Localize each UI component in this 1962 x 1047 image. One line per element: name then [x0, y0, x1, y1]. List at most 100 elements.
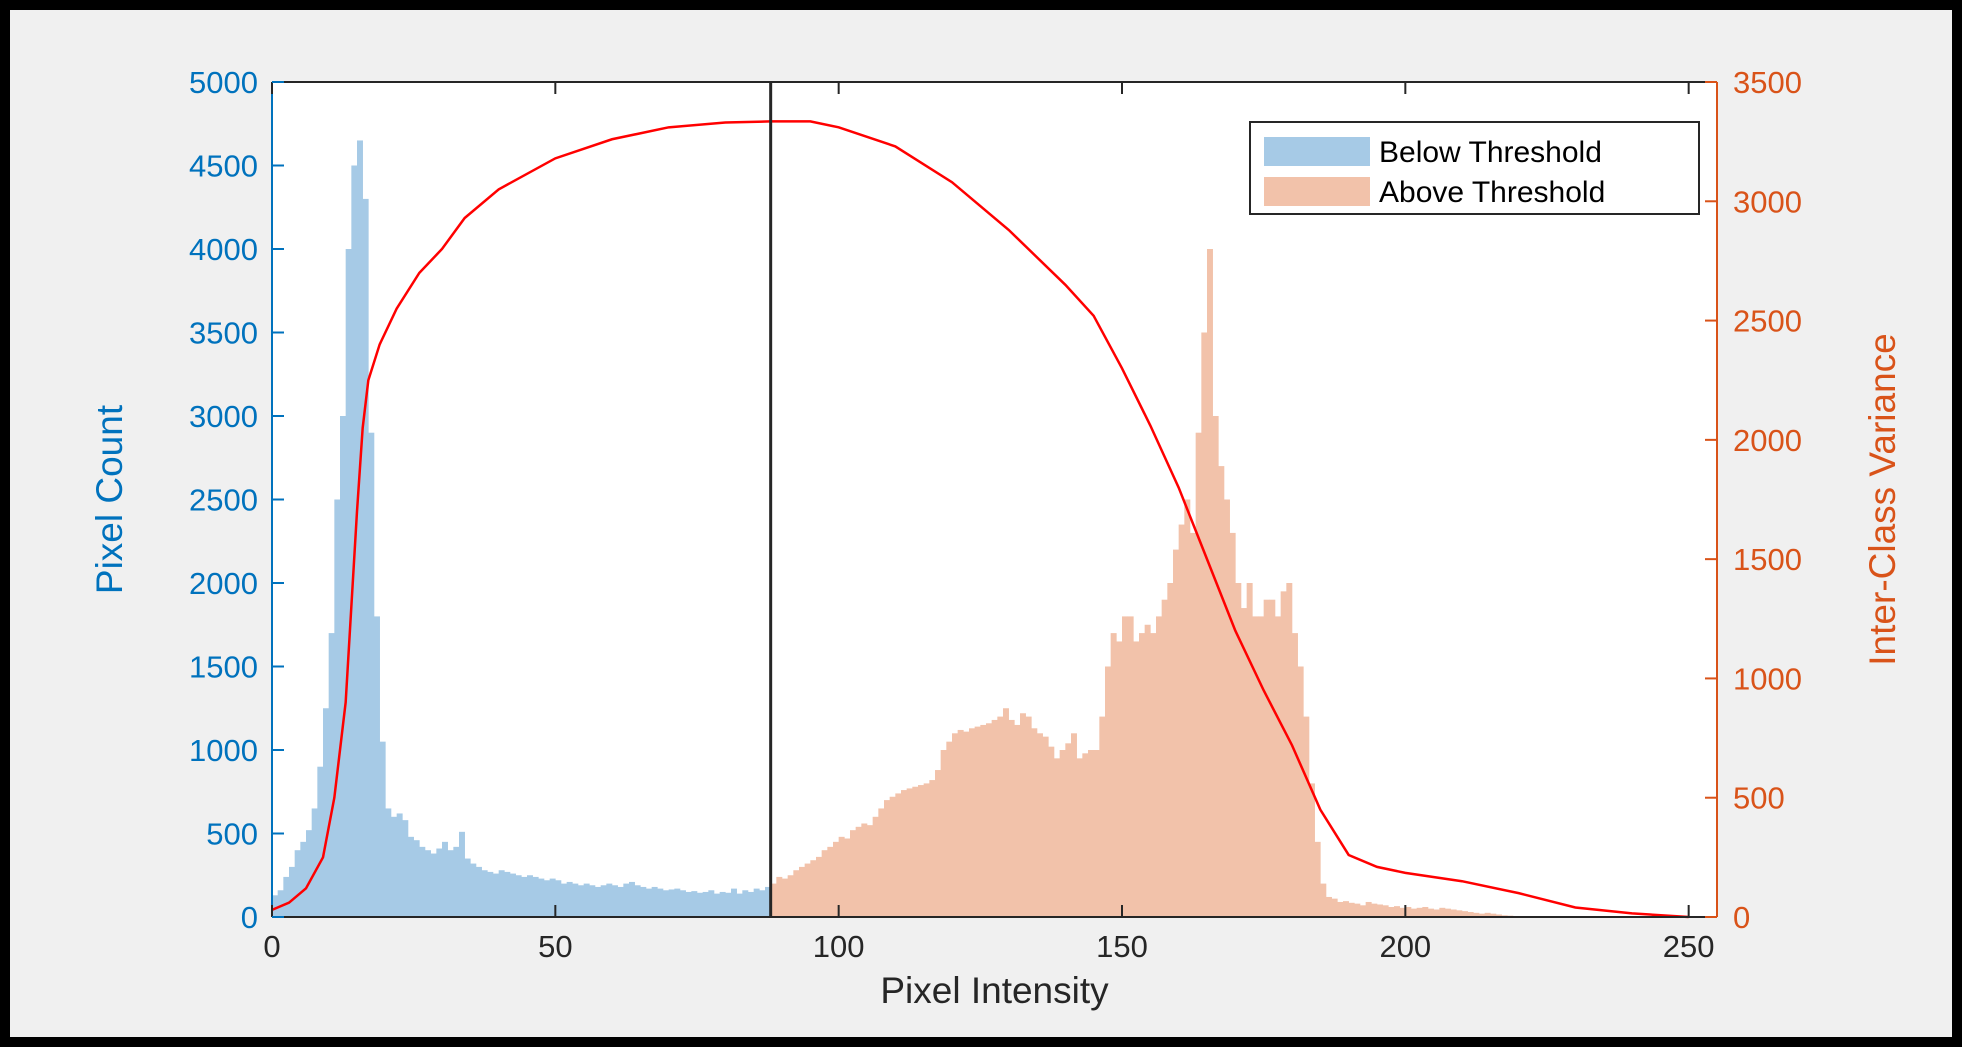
x-axis-label: Pixel Intensity	[880, 970, 1109, 1011]
above-threshold-bar	[1297, 666, 1304, 917]
y-right-tick-label: 2000	[1733, 423, 1802, 458]
legend: Below Threshold Above Threshold	[1249, 121, 1700, 215]
above-threshold-bar	[1218, 466, 1225, 917]
above-threshold-bar	[804, 863, 811, 917]
x-tick-label: 100	[813, 929, 865, 964]
above-threshold-bar	[816, 856, 822, 917]
above-threshold-bar	[850, 830, 856, 917]
below-threshold-bar	[736, 893, 743, 917]
below-threshold-bar	[487, 871, 494, 917]
below-threshold-bar	[345, 249, 352, 917]
above-threshold-bar	[895, 793, 902, 917]
above-threshold-bar	[1422, 906, 1429, 917]
y-left-tick-label: 3000	[189, 399, 258, 434]
below-threshold-bar	[538, 878, 545, 917]
above-threshold-bar	[810, 860, 817, 917]
below-threshold-bar	[453, 846, 460, 917]
below-threshold-bar	[306, 830, 312, 917]
above-threshold-bar	[1003, 708, 1009, 917]
above-threshold-bar	[1122, 616, 1128, 917]
y-axis-left-label: Pixel Count	[89, 404, 130, 594]
above-threshold-bar	[1326, 896, 1332, 917]
below-threshold-bar	[498, 870, 505, 917]
y-left-tick-label: 500	[206, 817, 258, 852]
above-threshold-bar	[1462, 911, 1468, 917]
above-threshold-bar	[1167, 583, 1174, 917]
above-threshold-bar	[923, 783, 930, 917]
below-threshold-bar	[668, 889, 675, 917]
above-threshold-bar	[1184, 499, 1191, 917]
above-threshold-bar	[1116, 641, 1123, 917]
below-threshold-bar	[408, 836, 414, 917]
above-threshold-bar	[1195, 432, 1202, 917]
above-threshold-bar	[1042, 736, 1049, 917]
below-threshold-bar	[544, 880, 550, 917]
above-threshold-bar	[1025, 716, 1032, 917]
above-threshold-bar	[1173, 549, 1179, 917]
below-threshold-bar	[277, 890, 284, 917]
above-threshold-bar	[1246, 583, 1253, 917]
above-threshold-bar	[1490, 913, 1497, 917]
below-threshold-bar	[300, 841, 307, 917]
above-threshold-bar	[1473, 912, 1480, 917]
above-threshold-bar	[1416, 907, 1423, 917]
below-threshold-bar	[510, 873, 516, 917]
y-left-tick-label: 2000	[189, 566, 258, 601]
above-threshold-bar	[1110, 633, 1117, 917]
below-threshold-bar	[742, 890, 749, 917]
above-threshold-bar	[1133, 641, 1140, 917]
above-threshold-bar	[1354, 903, 1361, 917]
x-tick-label: 50	[538, 929, 572, 964]
above-threshold-bar	[872, 816, 879, 917]
below-threshold-bar	[476, 866, 482, 917]
above-threshold-bar	[1439, 907, 1446, 917]
above-threshold-bar	[1235, 583, 1242, 917]
above-threshold-bar	[986, 723, 992, 917]
y-right-tick-label: 0	[1733, 900, 1750, 935]
above-threshold-bar	[1450, 909, 1457, 917]
above-threshold-bar	[1037, 733, 1043, 917]
above-threshold-bar	[1054, 758, 1060, 917]
above-threshold-bar	[1088, 750, 1094, 917]
above-threshold-bar	[782, 878, 788, 917]
below-threshold-bar	[470, 863, 477, 917]
below-threshold-bar	[765, 886, 771, 917]
above-threshold-bar	[1127, 616, 1134, 917]
below-threshold-bar	[311, 808, 318, 917]
below-threshold-bar	[612, 885, 618, 917]
below-threshold-bar	[368, 432, 375, 917]
above-threshold-bar	[793, 870, 800, 917]
below-threshold-bar	[323, 708, 329, 917]
above-threshold-bar	[1445, 908, 1451, 917]
above-threshold-bar	[935, 770, 941, 917]
below-threshold-bar	[646, 888, 652, 917]
y-right-tick-label: 3000	[1733, 184, 1802, 219]
below-threshold-bar	[640, 886, 647, 917]
below-threshold-bar	[493, 873, 499, 917]
y-left-tick-label: 3500	[189, 316, 258, 351]
y-right-tick-label: 1500	[1733, 542, 1802, 577]
below-threshold-bar	[680, 890, 686, 917]
below-threshold-bar	[629, 881, 635, 917]
below-threshold-bar	[691, 891, 698, 917]
inter-class-variance-line	[271, 120, 1689, 919]
above-threshold-bar	[1105, 666, 1111, 917]
above-threshold-bar	[1399, 907, 1406, 917]
below-threshold-bar	[504, 871, 511, 917]
y-axis-right-label: Inter-Class Variance	[1862, 333, 1903, 665]
above-threshold-bar	[1433, 909, 1440, 917]
y-left-tick-label: 5000	[189, 65, 258, 100]
below-threshold-bar	[583, 883, 590, 917]
above-threshold-bar	[1348, 902, 1355, 917]
below-threshold-bar	[374, 616, 380, 917]
above-threshold-bar	[1331, 898, 1338, 917]
y-left-tick-label: 4500	[189, 149, 258, 184]
below-threshold-bar	[623, 883, 630, 917]
below-threshold-bar	[657, 888, 664, 917]
below-threshold-bar	[697, 892, 703, 917]
below-threshold-bar	[340, 416, 346, 917]
below-threshold-bar	[663, 890, 669, 917]
below-threshold-bar	[379, 741, 386, 917]
above-threshold-bar	[940, 750, 947, 917]
legend-label-below: Below Threshold	[1379, 136, 1602, 169]
